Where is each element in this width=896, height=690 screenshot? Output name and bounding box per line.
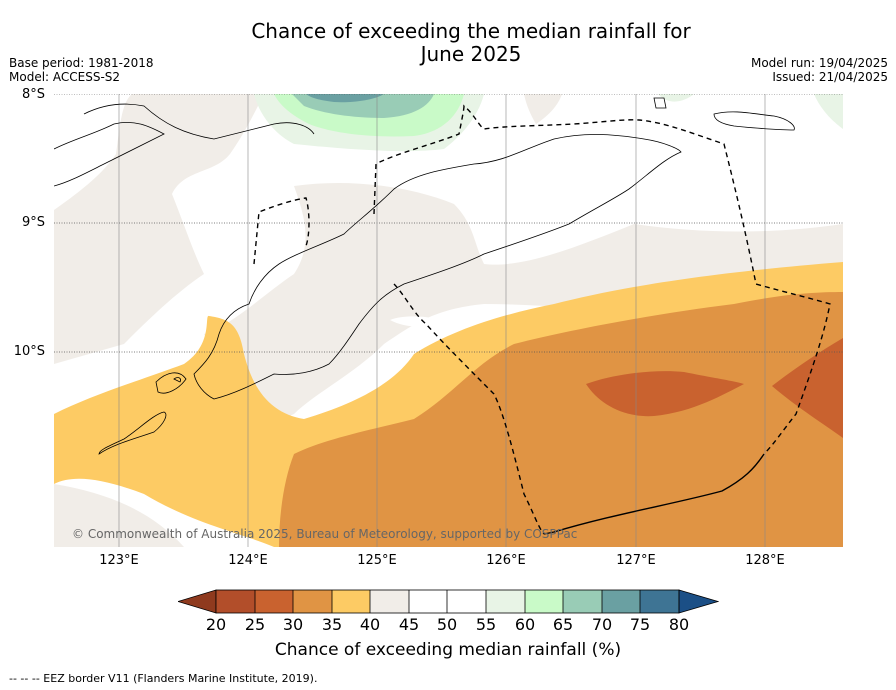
small-island-1 bbox=[173, 377, 181, 383]
eez-legend-footer: -- -- -- EEZ border V11 (Flanders Marine… bbox=[9, 672, 318, 685]
wetar-island bbox=[713, 111, 795, 131]
colorbar-35-40 bbox=[332, 590, 370, 613]
rainfall-map: © Commonwealth of Australia 2025, Bureau… bbox=[54, 94, 843, 547]
timor-coastline bbox=[193, 134, 682, 400]
lon-label-123e: 123°E bbox=[99, 553, 139, 568]
eez-border-solid bbox=[543, 453, 765, 535]
region-40-45-north bbox=[524, 94, 562, 124]
colorbar-45-50 bbox=[409, 590, 447, 613]
colorbar-55-60 bbox=[486, 590, 525, 613]
lon-label-125e: 125°E bbox=[357, 553, 397, 568]
colorbar-30-35 bbox=[293, 590, 332, 613]
colorbar-50-55 bbox=[447, 590, 486, 613]
region-40-45-east bbox=[204, 183, 843, 418]
lat-label-8s: 8°S bbox=[21, 87, 45, 102]
region-25-30-east bbox=[772, 338, 843, 438]
region-40-45 bbox=[54, 94, 264, 364]
meta-left: Base period: 1981-2018 Model: ACCESS-S2 bbox=[9, 56, 154, 84]
region-70-75 bbox=[306, 94, 384, 103]
region-55-60-n bbox=[658, 94, 694, 102]
lat-label-9s: 9°S bbox=[21, 215, 45, 230]
cb-tick-50: 50 bbox=[436, 615, 458, 634]
model-run: Model run: 19/04/2025 bbox=[750, 56, 888, 70]
flores-coast bbox=[83, 103, 315, 140]
cb-tick-60: 60 bbox=[514, 615, 536, 634]
colorbar-40-45 bbox=[370, 590, 409, 613]
gridlines-lon bbox=[118, 94, 766, 547]
lon-label-128e: 128°E bbox=[745, 553, 785, 568]
colorbar bbox=[178, 589, 719, 614]
region-45-55-pocket bbox=[390, 316, 444, 327]
colorbar-70-75 bbox=[602, 590, 640, 613]
cb-tick-65: 65 bbox=[552, 615, 574, 634]
meta-right: Model run: 19/04/2025 Issued: 21/04/2025 bbox=[751, 56, 888, 84]
lon-label-127e: 127°E bbox=[616, 553, 656, 568]
cb-tick-40: 40 bbox=[359, 615, 381, 634]
colorbar-label: Chance of exceeding median rainfall (%) bbox=[274, 640, 622, 660]
cb-tick-35: 35 bbox=[321, 615, 343, 634]
copyright-text: © Commonwealth of Australia 2025, Bureau… bbox=[72, 527, 577, 541]
colorbar-60-65 bbox=[525, 590, 563, 613]
model-name: Model: ACCESS-S2 bbox=[9, 70, 121, 84]
region-55-60-ne bbox=[814, 94, 843, 129]
colorbar-20-25 bbox=[216, 590, 255, 613]
cb-tick-75: 75 bbox=[629, 615, 651, 634]
title-line-1: Chance of exceeding the median rainfall … bbox=[251, 19, 691, 43]
cb-tick-20: 20 bbox=[205, 615, 227, 634]
colorbar-dividers bbox=[215, 589, 680, 614]
rote-island bbox=[155, 372, 187, 394]
cb-tick-25: 25 bbox=[244, 615, 266, 634]
colorbar-above-80 bbox=[678, 589, 719, 614]
coastlines bbox=[54, 97, 795, 455]
title-line-2: June 2025 bbox=[420, 42, 522, 66]
sumba-coast bbox=[54, 121, 165, 187]
cb-tick-80: 80 bbox=[668, 615, 690, 634]
alor-island bbox=[653, 97, 667, 109]
lon-label-126e: 126°E bbox=[486, 553, 526, 568]
eez-border bbox=[253, 104, 831, 535]
colorbar-outline bbox=[215, 589, 680, 614]
cb-tick-55: 55 bbox=[475, 615, 497, 634]
lat-label-10s: 10°S bbox=[13, 344, 45, 359]
colorbar-below-20 bbox=[178, 589, 217, 614]
region-25-30-centre bbox=[586, 371, 744, 417]
base-period: Base period: 1981-2018 bbox=[9, 56, 154, 70]
page-title: Chance of exceeding the median rainfall … bbox=[0, 20, 896, 66]
savu-island bbox=[98, 411, 167, 455]
region-30-35 bbox=[279, 292, 843, 547]
colorbar-75-80 bbox=[640, 590, 679, 613]
cb-tick-30: 30 bbox=[282, 615, 304, 634]
colorbar-25-30 bbox=[255, 590, 293, 613]
colorbar-65-70 bbox=[563, 590, 602, 613]
cb-tick-45: 45 bbox=[398, 615, 420, 634]
cb-tick-70: 70 bbox=[591, 615, 613, 634]
gridlines bbox=[54, 94, 843, 353]
issued-date: Issued: 21/04/2025 bbox=[772, 70, 888, 84]
lon-label-124e: 124°E bbox=[228, 553, 268, 568]
